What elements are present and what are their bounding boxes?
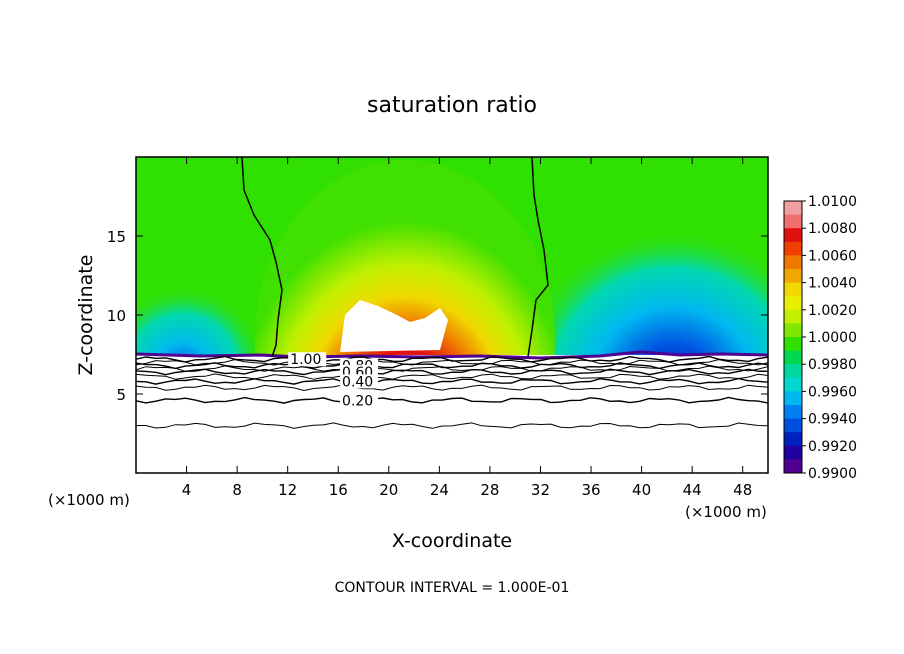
y-axis-label: Z-coordinate xyxy=(75,255,97,376)
x-tick-label: 16 xyxy=(329,481,348,499)
contour-line xyxy=(136,377,768,385)
colorbar-swatch xyxy=(784,228,802,243)
saturation-contour-left xyxy=(241,157,283,358)
contour-label-bg xyxy=(340,393,379,408)
colorbar-swatch xyxy=(784,459,802,474)
colorbar-label: 0.9980 xyxy=(808,357,857,373)
colorbar-swatch xyxy=(784,296,802,311)
contour-label: 1.00 xyxy=(290,352,321,368)
contour-label: 0.40 xyxy=(342,374,373,390)
colorbar-swatch xyxy=(784,432,802,447)
x-tick-label: 12 xyxy=(278,481,297,499)
colorbar-swatch xyxy=(784,269,802,284)
contour-label: 0.20 xyxy=(342,393,373,409)
contour-line xyxy=(136,359,768,366)
below-cloud-base xyxy=(136,355,768,473)
contour-label-bg xyxy=(288,352,327,367)
colorbar-label: 0.9900 xyxy=(808,466,857,482)
colorbar-label: 0.9960 xyxy=(808,384,857,400)
contour-lines xyxy=(136,355,768,429)
colorbar-label: 0.9940 xyxy=(808,412,857,428)
colorbar-label: 1.0000 xyxy=(808,330,857,346)
colorbar-swatch xyxy=(784,445,802,460)
colorbar-label: 1.0020 xyxy=(808,303,857,319)
x-unit-label-right: (×1000 m) xyxy=(685,503,767,521)
contour-interval-note: CONTOUR INTERVAL = 1.000E-01 xyxy=(335,580,570,596)
colorbar-swatch xyxy=(784,377,802,392)
x-axis-label: X-coordinate xyxy=(392,530,512,552)
contour-line xyxy=(136,373,768,380)
colorbar-swatch xyxy=(784,364,802,379)
x-tick-label: 4 xyxy=(182,481,192,499)
contour-line xyxy=(136,365,768,372)
x-unit-label-left: (×1000 m) xyxy=(48,491,130,509)
contour-label-bg xyxy=(340,374,379,389)
x-tick-label: 8 xyxy=(232,481,242,499)
x-tick-label: 44 xyxy=(683,481,702,499)
colorbar: 1.0100 1.0080 1.0060 1.0040 1.0020 1.0000 0.99… xyxy=(783,194,857,482)
colorbar-label: 1.0060 xyxy=(808,248,857,264)
contour-line xyxy=(136,368,768,376)
saturation-contour-right xyxy=(527,157,549,358)
colorbar-swatch xyxy=(784,241,802,256)
saturated-core xyxy=(340,300,448,352)
colorbar-swatch xyxy=(784,214,802,229)
colorbar-label: 0.9920 xyxy=(808,439,857,455)
colorbar-swatch xyxy=(784,255,802,270)
colorbar-label: 1.0080 xyxy=(808,221,857,237)
chart-title: saturation ratio xyxy=(367,93,537,118)
colorbar-label: 1.0040 xyxy=(808,276,857,292)
plot-area: 1.000.800.600.400.20 xyxy=(136,157,768,473)
contour-line xyxy=(136,362,768,370)
colorbar-swatch xyxy=(784,418,802,433)
y-tick-label: 15 xyxy=(107,228,126,246)
colorbar-swatch xyxy=(784,350,802,365)
y-tick-label: 10 xyxy=(107,307,126,325)
colorbar-label: 1.0100 xyxy=(808,194,857,210)
colorbar-swatch xyxy=(784,405,802,420)
y-tick-label: 5 xyxy=(116,386,126,404)
colorbar-swatch xyxy=(784,323,802,338)
colorbar-swatch xyxy=(784,391,802,406)
x-tick-label: 48 xyxy=(733,481,752,499)
colorbar-swatch xyxy=(784,337,802,352)
contour-line xyxy=(136,396,768,404)
x-tick-label: 40 xyxy=(632,481,651,499)
contour-labels: 1.000.800.600.400.20 xyxy=(288,352,379,409)
contour-line xyxy=(136,384,768,392)
colorbar-swatch xyxy=(784,309,802,324)
contour-line xyxy=(136,355,768,363)
x-tick-label: 36 xyxy=(581,481,600,499)
x-axis-ticks: 4 8 12 16 20 24 28 32 36 40 44 48 xyxy=(182,157,752,499)
y-axis-ticks: 5 10 15 xyxy=(107,228,768,404)
colorbar-swatch xyxy=(784,201,802,216)
contour-line xyxy=(136,422,768,429)
x-tick-label: 24 xyxy=(430,481,449,499)
cloud-base-edge xyxy=(136,350,768,360)
x-tick-label: 32 xyxy=(531,481,550,499)
x-tick-label: 28 xyxy=(480,481,499,499)
colorbar-swatch xyxy=(784,282,802,297)
x-tick-label: 20 xyxy=(379,481,398,499)
